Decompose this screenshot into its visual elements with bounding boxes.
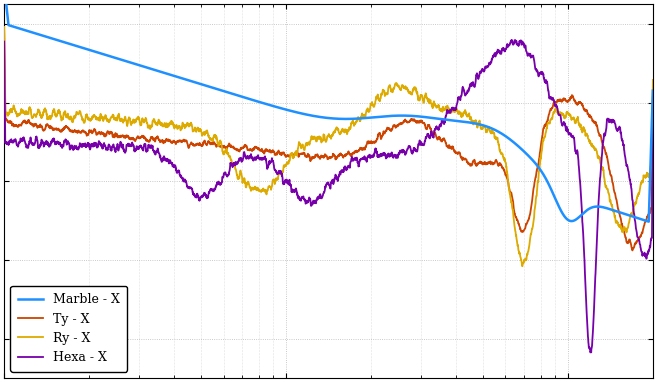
Marble - X — [636, 217, 644, 221]
Hexa - X — [277, 169, 285, 174]
Ry - X — [518, 264, 526, 269]
Hexa - X — [587, 350, 595, 355]
Ty - X — [277, 152, 285, 157]
Ty - X — [74, 129, 82, 134]
Hexa - X — [74, 147, 82, 152]
Ry - X — [649, 78, 657, 82]
Hexa - X — [649, 117, 657, 121]
Marble - X — [277, 106, 285, 110]
Ry - X — [637, 185, 645, 189]
Hexa - X — [566, 132, 574, 136]
Ry - X — [277, 171, 285, 176]
Marble - X — [113, 56, 121, 61]
Line: Ty - X: Ty - X — [4, 31, 653, 251]
Hexa - X — [637, 245, 645, 250]
Hexa - X — [508, 38, 516, 42]
Ty - X — [649, 95, 657, 100]
Ty - X — [566, 96, 574, 101]
Ty - X — [629, 248, 637, 253]
Ty - X — [249, 147, 257, 151]
Ty - X — [637, 234, 645, 239]
Line: Ry - X: Ry - X — [4, 27, 653, 266]
Ty - X — [0, 28, 8, 33]
Legend: Marble - X, Ty - X, Ry - X, Hexa - X: Marble - X, Ty - X, Ry - X, Hexa - X — [11, 286, 127, 372]
Marble - X — [74, 44, 82, 49]
Line: Hexa - X: Hexa - X — [4, 40, 653, 353]
Marble - X — [645, 219, 652, 224]
Marble - X — [566, 219, 574, 223]
Ty - X — [113, 133, 121, 138]
Marble - X — [649, 88, 657, 93]
Hexa - X — [0, 39, 8, 44]
Ry - X — [0, 24, 8, 29]
Hexa - X — [249, 158, 257, 162]
Ry - X — [566, 113, 574, 118]
Hexa - X — [113, 146, 121, 151]
Ry - X — [249, 186, 257, 191]
Line: Marble - X: Marble - X — [4, 0, 653, 222]
Ry - X — [113, 118, 121, 122]
Marble - X — [249, 98, 257, 102]
Ry - X — [74, 112, 82, 116]
